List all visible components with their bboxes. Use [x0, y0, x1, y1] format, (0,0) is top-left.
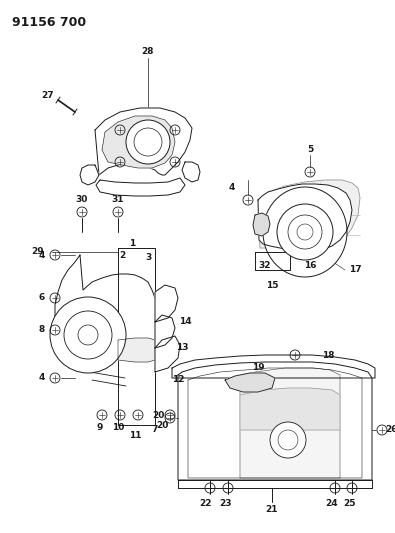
Text: 26: 26: [386, 425, 395, 434]
Text: 30: 30: [76, 196, 88, 205]
Text: 2: 2: [119, 252, 125, 261]
Ellipse shape: [263, 187, 347, 277]
Polygon shape: [253, 213, 270, 236]
Text: 27: 27: [42, 91, 55, 100]
Polygon shape: [155, 315, 175, 348]
Polygon shape: [172, 355, 375, 378]
Polygon shape: [258, 184, 352, 252]
Text: 22: 22: [199, 498, 211, 507]
Text: 19: 19: [252, 364, 264, 373]
Text: 3: 3: [145, 254, 151, 262]
Text: 11: 11: [129, 431, 141, 440]
Text: 18: 18: [322, 351, 334, 359]
Polygon shape: [80, 165, 99, 185]
Polygon shape: [155, 336, 180, 372]
Text: 13: 13: [176, 343, 188, 352]
Text: 32: 32: [259, 261, 271, 270]
Text: 28: 28: [142, 47, 154, 56]
Polygon shape: [155, 285, 178, 322]
Text: 8: 8: [39, 326, 45, 335]
Text: 23: 23: [219, 498, 231, 507]
Text: 31: 31: [112, 196, 124, 205]
Text: 10: 10: [112, 424, 124, 432]
Text: 29: 29: [32, 247, 44, 256]
Polygon shape: [55, 255, 162, 362]
Circle shape: [277, 204, 333, 260]
Text: 7: 7: [152, 425, 158, 434]
Text: 21: 21: [266, 505, 278, 514]
Polygon shape: [240, 368, 340, 478]
Text: 16: 16: [304, 261, 316, 270]
Polygon shape: [182, 162, 200, 182]
Polygon shape: [240, 388, 340, 430]
Polygon shape: [96, 178, 185, 196]
Circle shape: [126, 120, 170, 164]
Text: 6: 6: [39, 294, 45, 303]
Circle shape: [270, 422, 306, 458]
Text: 14: 14: [179, 318, 191, 327]
Text: 20: 20: [156, 421, 168, 430]
Polygon shape: [102, 116, 175, 168]
Text: 1: 1: [129, 239, 135, 248]
Circle shape: [50, 297, 126, 373]
Text: 20: 20: [152, 410, 164, 419]
Polygon shape: [118, 338, 155, 362]
Polygon shape: [225, 373, 275, 392]
Polygon shape: [258, 180, 360, 256]
Text: 24: 24: [326, 498, 338, 507]
Text: 25: 25: [344, 498, 356, 507]
Text: 4: 4: [229, 183, 235, 192]
Text: 5: 5: [307, 146, 313, 155]
Text: 91156 700: 91156 700: [12, 15, 86, 28]
Polygon shape: [95, 108, 192, 175]
Text: 9: 9: [97, 424, 103, 432]
Text: 12: 12: [172, 376, 184, 384]
Text: 15: 15: [266, 280, 278, 289]
Text: 17: 17: [349, 265, 361, 274]
Text: 4: 4: [39, 251, 45, 260]
Polygon shape: [178, 362, 372, 480]
Text: 4: 4: [39, 374, 45, 383]
